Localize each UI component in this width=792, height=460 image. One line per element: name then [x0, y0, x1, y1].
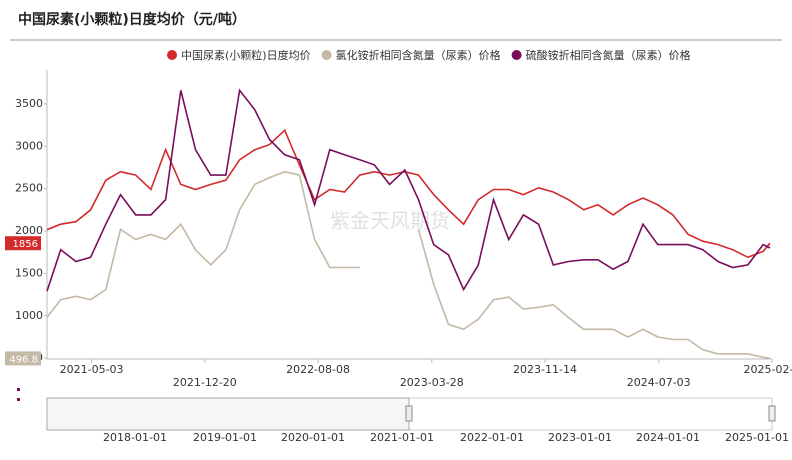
- series-line: [46, 170, 771, 360]
- x-tick-label: 2022-08-08: [286, 363, 350, 376]
- legend-label: 氯化铵折相同含氮量（尿素）价格: [336, 48, 501, 62]
- y-tick-label: 2000: [15, 224, 43, 237]
- x-tick-label: 2025-02-1: [743, 363, 792, 376]
- series-line: [46, 88, 771, 292]
- x-tick-label: 2021-05-03: [60, 363, 124, 376]
- navigator-label: 2019-01-01: [193, 431, 257, 444]
- navigator-label: 2022-01-01: [460, 431, 524, 444]
- navigator-label: 2020-01-01: [281, 431, 345, 444]
- watermark: 紫金天风期货: [330, 209, 450, 233]
- y-tick-label: 1000: [15, 309, 43, 322]
- legend-marker: [167, 50, 177, 60]
- navigator-label: 2023-01-01: [548, 431, 612, 444]
- y-tick-label: 2500: [15, 182, 43, 195]
- y-tick-label: 3000: [15, 139, 43, 152]
- series-line: [46, 128, 771, 259]
- navigator-icon: [17, 398, 20, 401]
- chart-title: 中国尿素(小颗粒)日度均价（元/吨）: [18, 11, 246, 28]
- legend-label: 中国尿素(小颗粒)日度均价: [181, 48, 311, 62]
- end-label: 1856: [13, 239, 38, 250]
- navigator-handle[interactable]: [405, 405, 413, 422]
- navigator-icon: [17, 388, 20, 391]
- y-tick-label: 1500: [15, 266, 43, 279]
- navigator-handle[interactable]: [768, 405, 776, 422]
- legend-marker: [321, 50, 332, 60]
- navigator-label: 2024-01-01: [636, 431, 700, 444]
- x-tick-label: 2021-12-20: [173, 376, 237, 389]
- end-badge: [5, 351, 41, 366]
- legend-marker: [511, 50, 522, 60]
- y-tick-label: 3500: [15, 97, 43, 110]
- x-tick-label: 2023-11-14: [513, 363, 577, 376]
- end-badge: [5, 236, 41, 251]
- legend-label: 硫酸铵折相同含氮量（尿素）价格: [526, 48, 691, 62]
- x-tick-label: 2023-03-28: [400, 376, 464, 389]
- end-label: 496.8: [9, 354, 38, 365]
- navigator-mask: [46, 397, 410, 431]
- navigator[interactable]: [17, 388, 776, 431]
- navigator-label: 2021-01-01: [370, 431, 434, 444]
- x-tick-label: 2024-07-03: [627, 376, 691, 389]
- navigator-label: 2018-01-01: [103, 431, 167, 444]
- navigator-label: 2025-01-01: [725, 431, 789, 444]
